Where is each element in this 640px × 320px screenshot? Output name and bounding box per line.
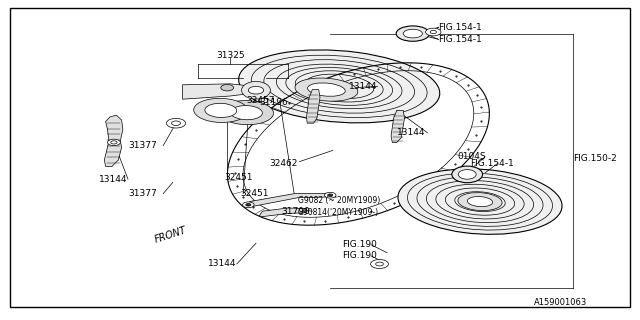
Text: 31790: 31790 <box>282 207 310 216</box>
Ellipse shape <box>194 98 248 123</box>
Polygon shape <box>104 115 123 166</box>
Text: FIG.154-1: FIG.154-1 <box>470 159 514 168</box>
Circle shape <box>172 121 180 125</box>
Ellipse shape <box>220 100 273 125</box>
Text: 32451: 32451 <box>240 189 269 198</box>
Circle shape <box>111 141 117 144</box>
Circle shape <box>328 194 333 196</box>
Circle shape <box>248 86 264 94</box>
Ellipse shape <box>205 103 237 117</box>
Circle shape <box>371 260 388 268</box>
Ellipse shape <box>403 29 422 38</box>
Polygon shape <box>307 90 320 123</box>
Text: 31377: 31377 <box>128 141 157 150</box>
Ellipse shape <box>308 83 345 96</box>
Circle shape <box>426 28 441 36</box>
Ellipse shape <box>230 106 262 120</box>
Text: 32462: 32462 <box>269 159 297 168</box>
Text: 13144: 13144 <box>99 175 128 184</box>
Text: FIG.190: FIG.190 <box>342 252 377 260</box>
Ellipse shape <box>458 170 476 179</box>
Text: 0104S: 0104S <box>458 152 486 161</box>
Ellipse shape <box>239 50 440 123</box>
Text: 13144: 13144 <box>349 82 378 91</box>
Text: 13144: 13144 <box>397 128 426 137</box>
Text: 31325: 31325 <box>216 52 244 60</box>
Polygon shape <box>259 208 307 217</box>
Circle shape <box>243 202 254 208</box>
Text: FIG.190: FIG.190 <box>342 240 377 249</box>
Circle shape <box>376 262 383 266</box>
Ellipse shape <box>295 78 358 101</box>
Polygon shape <box>391 110 404 142</box>
Text: 32457: 32457 <box>246 96 275 105</box>
Text: G9082 (~'20MY1909): G9082 (~'20MY1909) <box>298 196 380 204</box>
Circle shape <box>108 139 120 146</box>
Ellipse shape <box>452 166 483 183</box>
Circle shape <box>430 30 436 34</box>
Text: 32451: 32451 <box>224 173 253 182</box>
Circle shape <box>221 84 234 91</box>
Text: FRONT: FRONT <box>154 225 188 245</box>
Text: 31196: 31196 <box>259 98 288 107</box>
Ellipse shape <box>398 169 562 234</box>
Circle shape <box>246 204 251 206</box>
Text: A159001063: A159001063 <box>534 298 588 307</box>
Polygon shape <box>246 194 336 206</box>
Text: G90814('20MY1909-): G90814('20MY1909-) <box>298 208 379 217</box>
Ellipse shape <box>467 196 493 207</box>
Ellipse shape <box>458 193 502 211</box>
Text: 31377: 31377 <box>128 189 157 198</box>
Circle shape <box>324 192 336 198</box>
Polygon shape <box>182 84 269 99</box>
Ellipse shape <box>396 26 429 41</box>
Text: FIG.154-1: FIG.154-1 <box>438 23 482 32</box>
Text: FIG.154-1: FIG.154-1 <box>438 36 482 44</box>
Ellipse shape <box>242 81 270 99</box>
Text: 13144: 13144 <box>208 260 237 268</box>
Text: FIG.150-2: FIG.150-2 <box>573 154 616 163</box>
Circle shape <box>166 118 186 128</box>
